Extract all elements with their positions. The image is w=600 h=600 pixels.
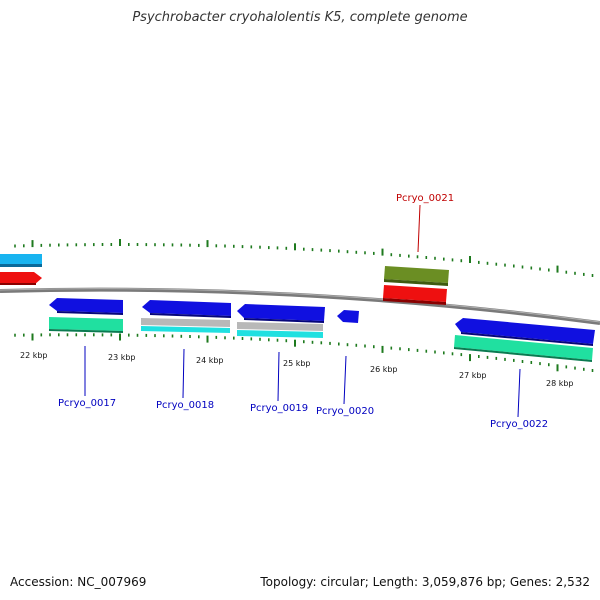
gene-label-pcryo-0022[interactable]: Pcryo_0022	[490, 419, 548, 430]
kbp-label: 26 kbp	[370, 365, 398, 374]
gene-pcryo-0018-cyan[interactable]	[141, 326, 230, 333]
gene-label-pcryo-0017[interactable]: Pcryo_0017	[58, 398, 116, 409]
gene-pcryo-0021-olive[interactable]	[384, 266, 449, 283]
gene-pcryo-0019-cyan[interactable]	[237, 330, 323, 338]
gene-red-partial[interactable]	[0, 272, 42, 285]
ticks-bottom	[14, 333, 594, 372]
gene-pcryo-0017-teal[interactable]	[49, 317, 123, 331]
leader-line	[417, 204, 421, 253]
gene-pcryo-0019-gray[interactable]	[237, 322, 323, 331]
gene-pcryo-0022[interactable]	[455, 318, 595, 344]
gene-pcryo-0018[interactable]	[142, 300, 231, 316]
genome-summary-text: Topology: circular; Length: 3,059,876 bp…	[260, 575, 590, 589]
leader-line	[517, 368, 521, 418]
gene-label-pcryo-0018[interactable]: Pcryo_0018	[156, 400, 214, 411]
gene-pcryo-0017[interactable]	[49, 298, 123, 313]
leader-line	[343, 355, 347, 405]
gene-pcryo-0022-teal[interactable]	[454, 335, 593, 360]
gene-sky-partial[interactable]	[0, 254, 42, 266]
kbp-label: 25 kbp	[283, 359, 311, 368]
kbp-label: 22 kbp	[20, 351, 48, 360]
gene-pcryo-0019[interactable]	[237, 304, 325, 321]
kbp-label: 24 kbp	[196, 356, 224, 365]
leader-line	[277, 351, 280, 402]
gene-pcryo-0018-gray[interactable]	[141, 318, 230, 327]
genome-backbone	[0, 287, 600, 325]
leader-line	[182, 348, 185, 399]
gene-pcryo-0021-red[interactable]	[383, 285, 447, 302]
kbp-label: 23 kbp	[108, 353, 136, 362]
gene-label-pcryo-0021[interactable]: Pcryo_0021	[396, 193, 454, 204]
ticks-top	[14, 239, 594, 277]
gene-label-pcryo-0020[interactable]: Pcryo_0020	[316, 406, 374, 417]
accession-text: Accession: NC_007969	[10, 575, 147, 589]
kbp-label: 27 kbp	[459, 371, 487, 380]
kbp-label: 28 kbp	[546, 379, 574, 388]
gene-label-pcryo-0019[interactable]: Pcryo_0019	[250, 403, 308, 414]
genome-title: Psychrobacter cryohalolentis K5, complet…	[132, 10, 468, 25]
gene-pcryo-0020[interactable]	[337, 310, 359, 323]
kbp-scale: 22 kbp 23 kbp 24 kbp 25 kbp 26 kbp 27 kb…	[20, 351, 574, 388]
